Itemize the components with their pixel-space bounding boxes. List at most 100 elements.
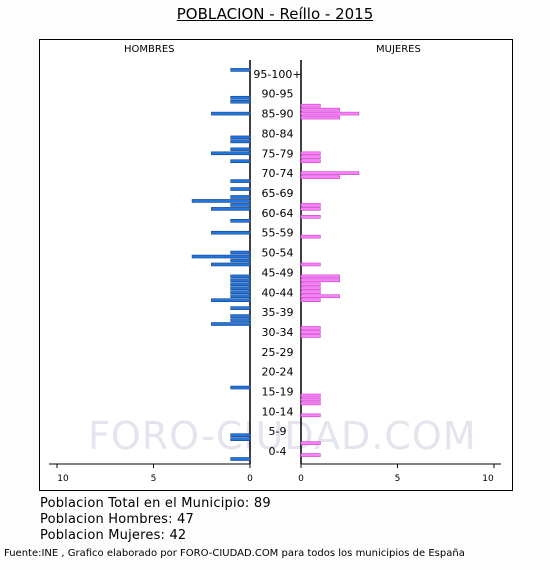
age-group-label: 55-59 — [262, 227, 294, 240]
hombres-bar — [230, 68, 251, 72]
mujeres-bar — [300, 203, 321, 207]
mujeres-bar — [300, 171, 360, 175]
mujeres-bar — [300, 234, 321, 239]
x-tick-label: 10 — [57, 474, 69, 484]
mujeres-bar — [300, 274, 340, 279]
age-group-label: 10-14 — [262, 405, 294, 418]
hombres-bar — [230, 314, 251, 318]
hombres-header: HOMBRES — [124, 44, 175, 55]
hombres-bar — [230, 99, 251, 104]
mujeres-bar — [300, 155, 321, 160]
mujeres-bar — [300, 175, 340, 179]
mujeres-bar — [300, 215, 321, 219]
mujeres-bar — [300, 207, 321, 211]
hombres-bar — [230, 318, 251, 322]
age-group-label: 65-69 — [262, 187, 294, 200]
hombres-bar — [230, 187, 251, 191]
mujeres-bar — [300, 282, 321, 287]
source-note: Fuente:INE , Grafico elaborado por FORO-… — [4, 548, 465, 559]
female-population: Poblacion Mujeres: 42 — [40, 528, 187, 543]
hombres-bar — [230, 250, 251, 255]
hombres-bar — [230, 290, 251, 295]
hombres-bar — [230, 147, 251, 152]
hombres-bar — [230, 219, 251, 223]
hombres-bar — [211, 111, 251, 116]
hombres-bar — [230, 433, 251, 437]
hombres-bar — [230, 294, 251, 299]
hombres-bar — [211, 230, 251, 235]
hombres-bar — [230, 437, 251, 441]
hombres-bar — [191, 199, 251, 203]
age-group-label: 0-4 — [269, 445, 287, 458]
hombres-bar — [230, 95, 251, 100]
age-group-label: 85-90 — [262, 108, 294, 121]
hombres-bar — [230, 258, 251, 263]
hombres-bar — [230, 457, 251, 461]
hombres-bar — [211, 322, 251, 326]
chart-frame — [39, 39, 513, 491]
mujeres-bar — [300, 278, 340, 283]
mujeres-bar — [300, 401, 321, 406]
mujeres-bar — [300, 441, 321, 445]
mujeres-bar — [300, 262, 321, 267]
hombres-bar — [230, 385, 251, 390]
mujeres-bar — [300, 330, 321, 334]
hombres-bar — [230, 278, 251, 283]
age-group-label: 60-64 — [262, 207, 294, 220]
hombres-bar — [191, 254, 251, 259]
hombres-bar — [230, 135, 251, 140]
chart-title: POBLACION - Reíllo - 2015 — [176, 5, 374, 23]
age-group-label: 80-84 — [262, 127, 294, 140]
mujeres-bar — [300, 111, 360, 116]
age-group-label: 75-79 — [262, 147, 294, 160]
mujeres-header: MUJERES — [376, 44, 421, 55]
hombres-bar — [230, 282, 251, 287]
mujeres-bar — [300, 151, 321, 156]
age-group-label: 50-54 — [262, 247, 294, 260]
x-tick-label: 10 — [482, 474, 494, 484]
mujeres-bar — [300, 103, 321, 108]
hombres-bar — [230, 286, 251, 291]
hombres-bar — [230, 179, 251, 183]
male-population: Poblacion Hombres: 47 — [40, 512, 194, 527]
age-group-label: 30-34 — [262, 326, 294, 339]
mujeres-bar — [300, 107, 340, 112]
age-group-label: 15-19 — [262, 386, 294, 399]
hombres-bar — [230, 195, 251, 199]
age-group-label: 20-24 — [262, 366, 294, 379]
age-group-label: 70-74 — [262, 167, 294, 180]
age-group-label: 25-29 — [262, 346, 294, 359]
hombres-bar — [211, 207, 251, 211]
mujeres-bar — [300, 326, 321, 330]
hombres-bar — [230, 203, 251, 207]
age-group-label: 95-100+ — [253, 68, 301, 81]
watermark: FORO-CIUDAD.COM — [88, 414, 477, 458]
hombres-bar — [230, 139, 251, 144]
hombres-bar — [230, 306, 251, 310]
hombres-bar — [211, 151, 251, 156]
age-group-label: 90-95 — [262, 88, 294, 101]
x-tick-label: 5 — [395, 474, 401, 484]
mujeres-bar — [300, 159, 321, 164]
mujeres-bar — [300, 294, 340, 299]
age-group-label: 45-49 — [262, 266, 294, 279]
mujeres-bar — [300, 413, 321, 418]
age-group-label: 40-44 — [262, 286, 294, 299]
mujeres-bar — [300, 298, 321, 302]
age-group-label: 5-9 — [269, 425, 287, 438]
mujeres-bar — [300, 393, 321, 398]
x-tick-label: 0 — [247, 474, 253, 484]
mujeres-bar — [300, 453, 321, 457]
hombres-bar — [211, 262, 251, 267]
mujeres-bar — [300, 397, 321, 402]
mujeres-bar — [300, 286, 321, 291]
age-group-label: 35-39 — [262, 306, 294, 319]
mujeres-bar — [300, 115, 340, 120]
hombres-bar — [230, 274, 251, 279]
mujeres-bar — [300, 334, 321, 338]
hombres-bar — [230, 159, 251, 164]
total-population: Poblacion Total en el Municipio: 89 — [40, 496, 271, 511]
x-tick-label: 5 — [151, 474, 157, 484]
mujeres-bar — [300, 290, 321, 295]
